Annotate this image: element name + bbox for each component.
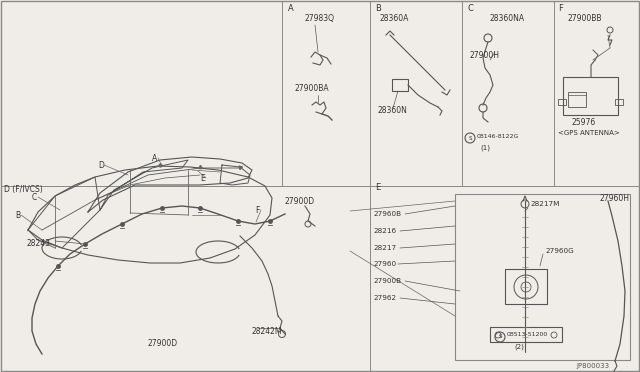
Bar	[490, 327, 562, 342]
Text: B: B	[15, 211, 20, 219]
Text: JP800033: JP800033	[576, 363, 609, 369]
Text: 27960B: 27960B	[373, 211, 401, 217]
Text: 27900BA: 27900BA	[295, 83, 330, 93]
Text: S: S	[499, 334, 502, 340]
Text: 27900BB: 27900BB	[568, 13, 602, 22]
Text: (1): (1)	[480, 145, 490, 151]
Text: 27960H: 27960H	[600, 193, 630, 202]
Text: <GPS ANTENNA>: <GPS ANTENNA>	[558, 130, 620, 136]
Text: 27983Q: 27983Q	[305, 13, 335, 22]
Bar	[568, 92, 586, 107]
Bar	[563, 77, 618, 115]
Text: E: E	[375, 183, 380, 192]
Text: D: D	[98, 160, 104, 170]
Text: 27900H: 27900H	[470, 51, 500, 60]
Text: D (F/IVCS): D (F/IVCS)	[4, 185, 43, 193]
Text: 27900D: 27900D	[148, 340, 178, 349]
Text: 28360N: 28360N	[378, 106, 408, 115]
Text: 08146-8122G: 08146-8122G	[477, 134, 520, 138]
Text: 27960G: 27960G	[545, 248, 573, 254]
Text: C: C	[468, 3, 474, 13]
Text: 28360NA: 28360NA	[490, 13, 525, 22]
Text: 27900B: 27900B	[373, 278, 401, 284]
Bar	[455, 194, 630, 360]
Text: 27962: 27962	[373, 295, 396, 301]
Text: E: E	[200, 173, 205, 183]
Text: 27960: 27960	[373, 261, 396, 267]
Text: C: C	[32, 192, 37, 202]
Text: 28243: 28243	[26, 240, 50, 248]
Bar	[558, 99, 566, 105]
Text: 28242M: 28242M	[252, 327, 282, 336]
Text: F: F	[558, 3, 563, 13]
Bar	[505, 269, 547, 304]
Bar	[392, 79, 408, 91]
Text: 28360A: 28360A	[380, 13, 410, 22]
Text: 28217M: 28217M	[530, 201, 559, 207]
Text: B: B	[375, 3, 381, 13]
Text: 08513-51200: 08513-51200	[507, 333, 548, 337]
Text: 28217: 28217	[373, 245, 396, 251]
Text: 28216: 28216	[373, 228, 396, 234]
Text: A: A	[152, 154, 157, 163]
Text: S: S	[468, 135, 472, 141]
Text: (2): (2)	[514, 344, 524, 350]
Text: A: A	[288, 3, 294, 13]
Text: 25976: 25976	[572, 118, 596, 126]
Bar	[615, 99, 623, 105]
Text: 27900D: 27900D	[285, 196, 315, 205]
Text: F: F	[255, 205, 259, 215]
